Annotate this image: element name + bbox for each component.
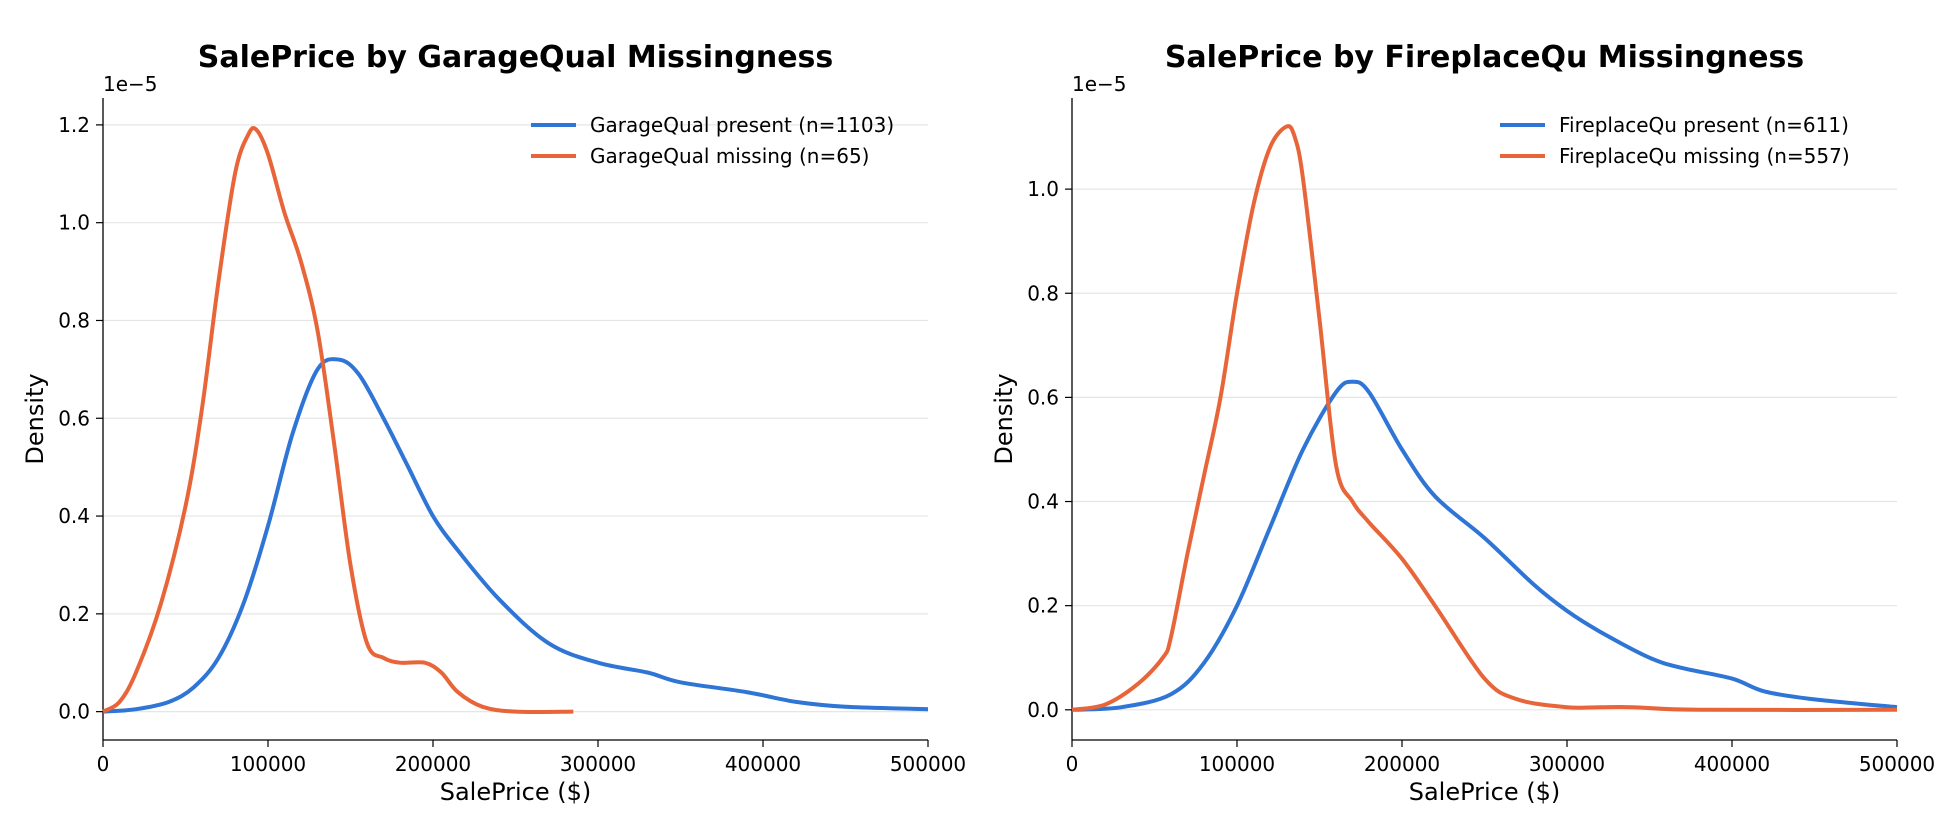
y-offset-label: 1e−5 bbox=[103, 72, 158, 96]
y-tick-label: 0.4 bbox=[1027, 490, 1059, 514]
y-tick-label: 0.0 bbox=[58, 700, 90, 724]
chart-panel-1: 0.0 0.2 0.4 0.6 0.8 1.0 1.2 0 100000 200000 300000… bbox=[21, 40, 966, 806]
series-line-2 bbox=[102, 125, 574, 714]
x-tick-label: 100000 bbox=[230, 752, 306, 776]
x-tick-label: 400000 bbox=[725, 752, 801, 776]
y-axis-label: Density bbox=[21, 373, 49, 464]
legend-label: FireplaceQu present (n=611) bbox=[1559, 113, 1849, 137]
legend-label: FireplaceQu missing (n=557) bbox=[1559, 144, 1850, 168]
x-tick-label: 0 bbox=[97, 752, 110, 776]
legend: GarageQual present (n=1103) GarageQual mi… bbox=[531, 113, 894, 168]
chart-title: SalePrice by GarageQual Missingness bbox=[198, 40, 834, 75]
x-tick-label: 500000 bbox=[890, 752, 966, 776]
legend-label: GarageQual missing (n=65) bbox=[590, 144, 869, 168]
x-axis-label: SalePrice ($) bbox=[1409, 778, 1561, 806]
y-tick-label: 0.4 bbox=[58, 504, 90, 528]
y-tick-label: 0.8 bbox=[58, 308, 90, 332]
y-tick-label: 1.0 bbox=[1027, 177, 1059, 201]
x-tick-label: 0 bbox=[1066, 752, 1079, 776]
y-tick-label: 0.8 bbox=[1027, 281, 1059, 305]
x-tick-label: 400000 bbox=[1694, 752, 1770, 776]
y-tick-label: 0.0 bbox=[1027, 698, 1059, 722]
x-tick-label: 200000 bbox=[1364, 752, 1440, 776]
y-axis-label: Density bbox=[990, 373, 1018, 464]
x-tick-label: 100000 bbox=[1199, 752, 1275, 776]
y-tick-label: 0.6 bbox=[1027, 385, 1059, 409]
chart-panel-2: 0.0 0.2 0.4 0.6 0.8 1.0 0 100000 200000 300000 400… bbox=[990, 40, 1935, 806]
y-tick-label: 1.0 bbox=[58, 211, 90, 235]
x-axis-label: SalePrice ($) bbox=[440, 778, 592, 806]
legend: FireplaceQu present (n=611) FireplaceQu m… bbox=[1500, 113, 1850, 168]
series-line-2 bbox=[1071, 124, 1898, 712]
y-tick-label: 0.2 bbox=[1027, 594, 1059, 618]
y-offset-label: 1e−5 bbox=[1072, 72, 1127, 96]
series-line-1 bbox=[102, 357, 929, 714]
x-tick-label: 300000 bbox=[560, 752, 636, 776]
y-tick-label: 0.2 bbox=[58, 602, 90, 626]
x-tick-label: 300000 bbox=[1529, 752, 1605, 776]
x-tick-label: 500000 bbox=[1859, 752, 1935, 776]
chart-title: SalePrice by FireplaceQu Missingness bbox=[1165, 40, 1804, 75]
x-tick-label: 200000 bbox=[395, 752, 471, 776]
y-tick-label: 0.6 bbox=[58, 406, 90, 430]
legend-label: GarageQual present (n=1103) bbox=[590, 113, 894, 137]
series-line-1 bbox=[1071, 379, 1898, 712]
y-tick-label: 1.2 bbox=[58, 113, 90, 137]
